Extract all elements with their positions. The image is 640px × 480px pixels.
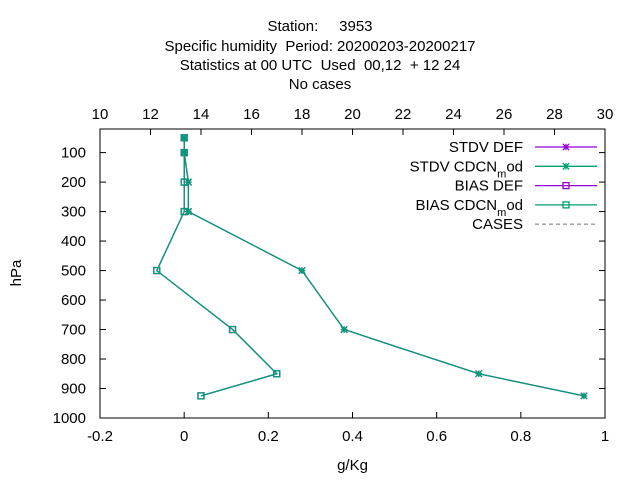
y-axis-label: hPa	[8, 259, 25, 286]
series-1-point-5	[340, 325, 348, 334]
chart-title-line-4: No cases	[288, 76, 352, 93]
x-axis-label: g/Kg	[337, 457, 368, 474]
legend-label-0: STDV DEF	[449, 139, 523, 156]
legend-label-4: CASES	[472, 216, 523, 233]
legend-label-3: BIAS CDCNmod	[415, 197, 523, 219]
y-tick-label-8: 900	[61, 381, 86, 398]
series-3-point-4	[153, 266, 161, 275]
y-tick-label-6: 700	[61, 322, 86, 339]
chart-title-line-3: Statistics at 00 UTC Used 00,12 + 12 24	[179, 57, 461, 74]
legend-marker-0	[562, 143, 570, 151]
x-tick-label-6: 1	[601, 428, 609, 445]
x-tick-label-2: 0.2	[258, 428, 279, 445]
x2-tick-label-8: 26	[496, 106, 513, 123]
series-1-point-2	[184, 178, 193, 186]
x2-tick-label-5: 20	[344, 106, 361, 123]
x2-tick-label-4: 18	[294, 106, 311, 123]
x2-tick-label-0: 10	[92, 106, 109, 123]
y-tick-label-1: 200	[61, 174, 86, 191]
x2-tick-label-10: 30	[597, 106, 614, 123]
series-1-point-3	[184, 207, 193, 216]
y-tick-label-9: 1000	[53, 410, 86, 427]
x-tick-label-3: 0.4	[342, 428, 363, 445]
series-3-point-0	[180, 134, 188, 142]
series-3-point-5	[228, 325, 237, 334]
x-tick-label-5: 0.8	[510, 428, 531, 445]
chart-title-line-1: Station: 3953	[267, 18, 373, 35]
y-tick-label-2: 300	[61, 204, 86, 221]
plot-frame	[99, 128, 606, 419]
series-line-2	[155, 137, 279, 397]
legend-label-2: BIAS DEF	[455, 178, 523, 195]
x2-tick-label-2: 14	[193, 106, 210, 123]
y-tick-label-3: 400	[61, 233, 86, 250]
x2-tick-label-3: 16	[243, 106, 260, 123]
chart-title-line-2: Specific humidity Period: 20200203-20200…	[164, 38, 476, 55]
x2-tick-label-7: 24	[445, 106, 462, 123]
legend-marker-2	[562, 181, 570, 190]
x-tick-label-4: 0.6	[426, 428, 447, 445]
series-3-point-1	[180, 148, 188, 157]
y-tick-label-4: 500	[61, 263, 86, 280]
x2-tick-label-9: 28	[546, 106, 563, 123]
series-line-0	[183, 137, 585, 397]
legend-marker-1	[562, 162, 570, 170]
x2-tick-label-6: 22	[395, 106, 412, 123]
x2-tick-label-1: 12	[142, 106, 159, 123]
y-tick-label-7: 800	[61, 351, 86, 368]
series-3-point-7	[197, 392, 205, 400]
y-tick-label-0: 100	[61, 145, 86, 162]
series-1-point-6	[475, 370, 483, 378]
x-tick-label-0: -0.2	[87, 428, 113, 445]
x-tick-label-1: 0	[180, 428, 188, 445]
legend-marker-3	[562, 201, 570, 209]
series-3-point-6	[273, 370, 281, 378]
series-1-point-7	[580, 392, 588, 400]
series-line-3	[155, 137, 279, 397]
legend-label-1: STDV CDCNmod	[410, 158, 523, 180]
y-tick-label-5: 600	[61, 292, 86, 309]
series-3-point-2	[180, 178, 188, 186]
series-line-1	[183, 137, 585, 397]
series-3-point-3	[180, 207, 188, 216]
series-1-point-4	[298, 266, 306, 275]
